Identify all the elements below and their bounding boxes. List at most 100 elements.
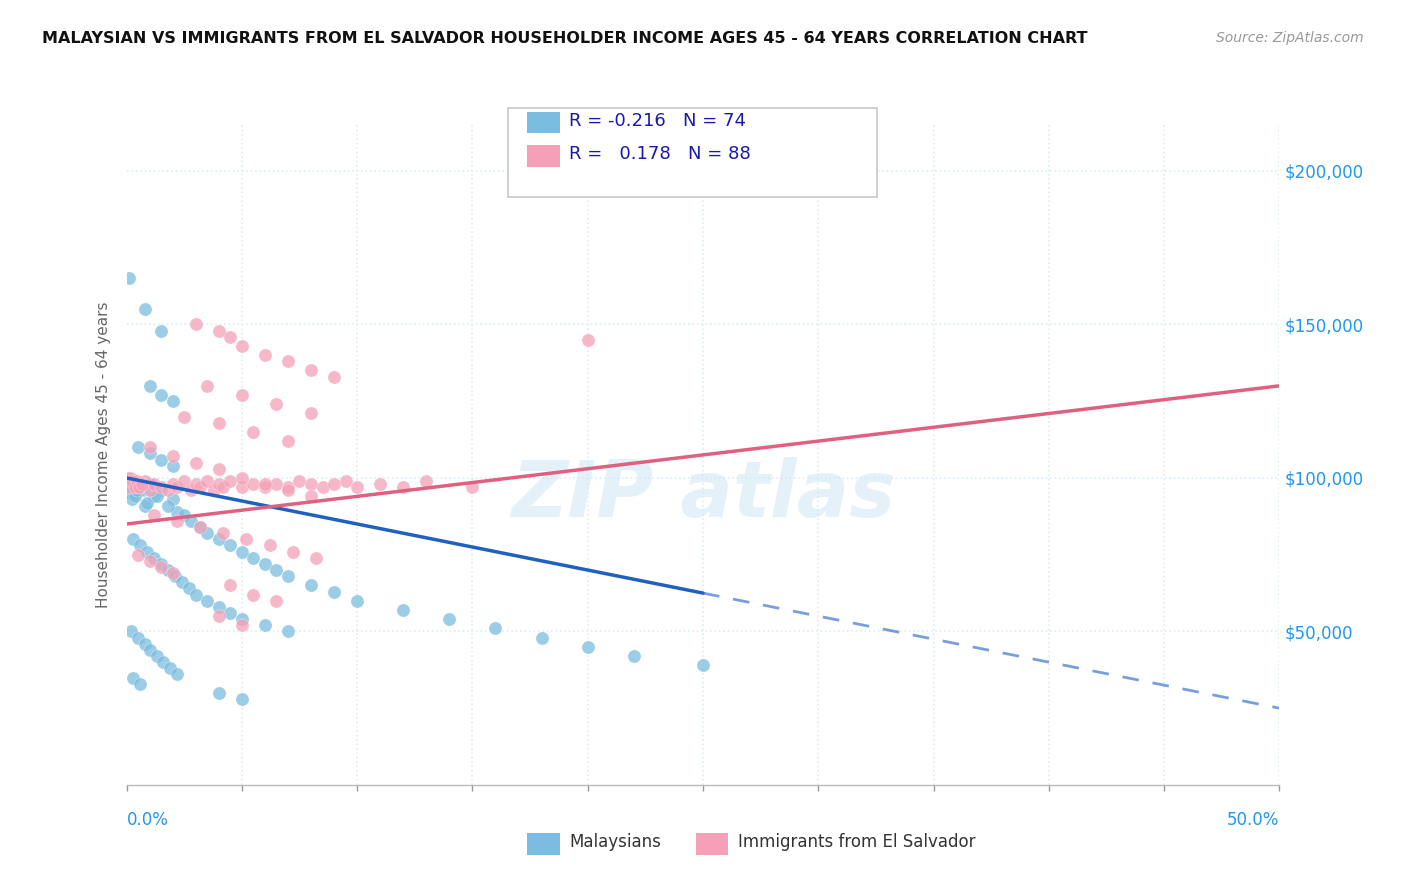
Text: Immigrants from El Salvador: Immigrants from El Salvador xyxy=(738,833,976,851)
Point xyxy=(299,363,322,377)
Point xyxy=(184,477,207,491)
Point xyxy=(173,409,195,424)
Point xyxy=(138,477,160,491)
Point xyxy=(122,533,145,547)
Point xyxy=(159,661,181,675)
Point xyxy=(138,379,160,393)
Point xyxy=(195,474,218,488)
Point xyxy=(576,333,599,347)
Point xyxy=(162,450,184,464)
Point xyxy=(127,548,149,562)
Point xyxy=(277,480,299,494)
Text: R =   0.178   N = 88: R = 0.178 N = 88 xyxy=(569,145,751,163)
Point xyxy=(392,480,415,494)
Point xyxy=(242,425,264,439)
Point xyxy=(576,640,599,654)
Point xyxy=(138,446,160,460)
Point xyxy=(208,477,231,491)
Point xyxy=(346,593,368,607)
Point xyxy=(242,477,264,491)
Point xyxy=(219,329,242,343)
Point xyxy=(145,648,167,663)
Point xyxy=(335,474,357,488)
Point xyxy=(157,499,180,513)
Point xyxy=(253,557,276,571)
Point xyxy=(439,612,461,626)
Point xyxy=(180,483,202,498)
Point xyxy=(150,483,173,498)
Point xyxy=(150,557,173,571)
Point xyxy=(162,492,184,507)
Point xyxy=(129,676,152,690)
Point xyxy=(304,550,326,565)
Point xyxy=(281,544,304,558)
Point xyxy=(259,539,281,553)
Point xyxy=(208,324,231,338)
Point xyxy=(163,569,186,583)
Point xyxy=(346,480,368,494)
Point xyxy=(242,550,264,565)
Text: 0.0%: 0.0% xyxy=(127,811,169,829)
Point xyxy=(134,302,156,317)
Point xyxy=(120,624,142,639)
Point xyxy=(208,599,231,614)
Point xyxy=(166,514,188,528)
Point xyxy=(368,477,391,491)
Point xyxy=(231,618,253,632)
Point xyxy=(173,474,195,488)
Point xyxy=(162,394,184,409)
Point xyxy=(162,566,184,581)
Point xyxy=(131,477,153,491)
Point xyxy=(530,631,553,645)
Point xyxy=(127,480,149,494)
Point xyxy=(299,489,322,503)
Point xyxy=(231,544,253,558)
Point xyxy=(125,477,148,491)
Point xyxy=(219,578,242,592)
Point xyxy=(392,603,415,617)
Point xyxy=(145,489,167,503)
Point xyxy=(277,569,299,583)
Point xyxy=(212,480,235,494)
Point xyxy=(162,458,184,473)
Point xyxy=(177,582,200,596)
Point xyxy=(143,489,166,503)
Point xyxy=(121,492,143,507)
Point xyxy=(129,480,152,494)
Point xyxy=(208,686,231,700)
Point xyxy=(235,533,257,547)
Point xyxy=(157,483,180,498)
Point xyxy=(219,539,242,553)
Point xyxy=(134,474,156,488)
Point xyxy=(143,550,166,565)
Point xyxy=(415,474,437,488)
Text: ZIP atlas: ZIP atlas xyxy=(510,457,896,533)
Point xyxy=(323,477,346,491)
Point xyxy=(127,440,149,454)
Point xyxy=(288,474,311,488)
Point xyxy=(323,584,346,599)
Text: MALAYSIAN VS IMMIGRANTS FROM EL SALVADOR HOUSEHOLDER INCOME AGES 45 - 64 YEARS C: MALAYSIAN VS IMMIGRANTS FROM EL SALVADOR… xyxy=(42,31,1088,46)
Point xyxy=(208,416,231,430)
Point xyxy=(231,612,253,626)
Point xyxy=(138,643,160,657)
Point xyxy=(188,520,211,534)
Point xyxy=(118,271,141,285)
Point xyxy=(231,692,253,706)
Point xyxy=(311,480,333,494)
Point xyxy=(277,624,299,639)
Point xyxy=(208,461,231,475)
Text: 50.0%: 50.0% xyxy=(1227,811,1279,829)
Point xyxy=(152,655,174,669)
Point xyxy=(118,480,141,494)
Point xyxy=(150,452,173,467)
Point xyxy=(120,471,142,485)
Point xyxy=(212,526,235,541)
Point xyxy=(162,477,184,491)
Text: R = -0.216   N = 74: R = -0.216 N = 74 xyxy=(569,112,747,129)
Point xyxy=(166,480,188,494)
Point xyxy=(136,544,159,558)
Point xyxy=(202,483,225,498)
Point xyxy=(188,520,211,534)
Point xyxy=(484,621,506,635)
